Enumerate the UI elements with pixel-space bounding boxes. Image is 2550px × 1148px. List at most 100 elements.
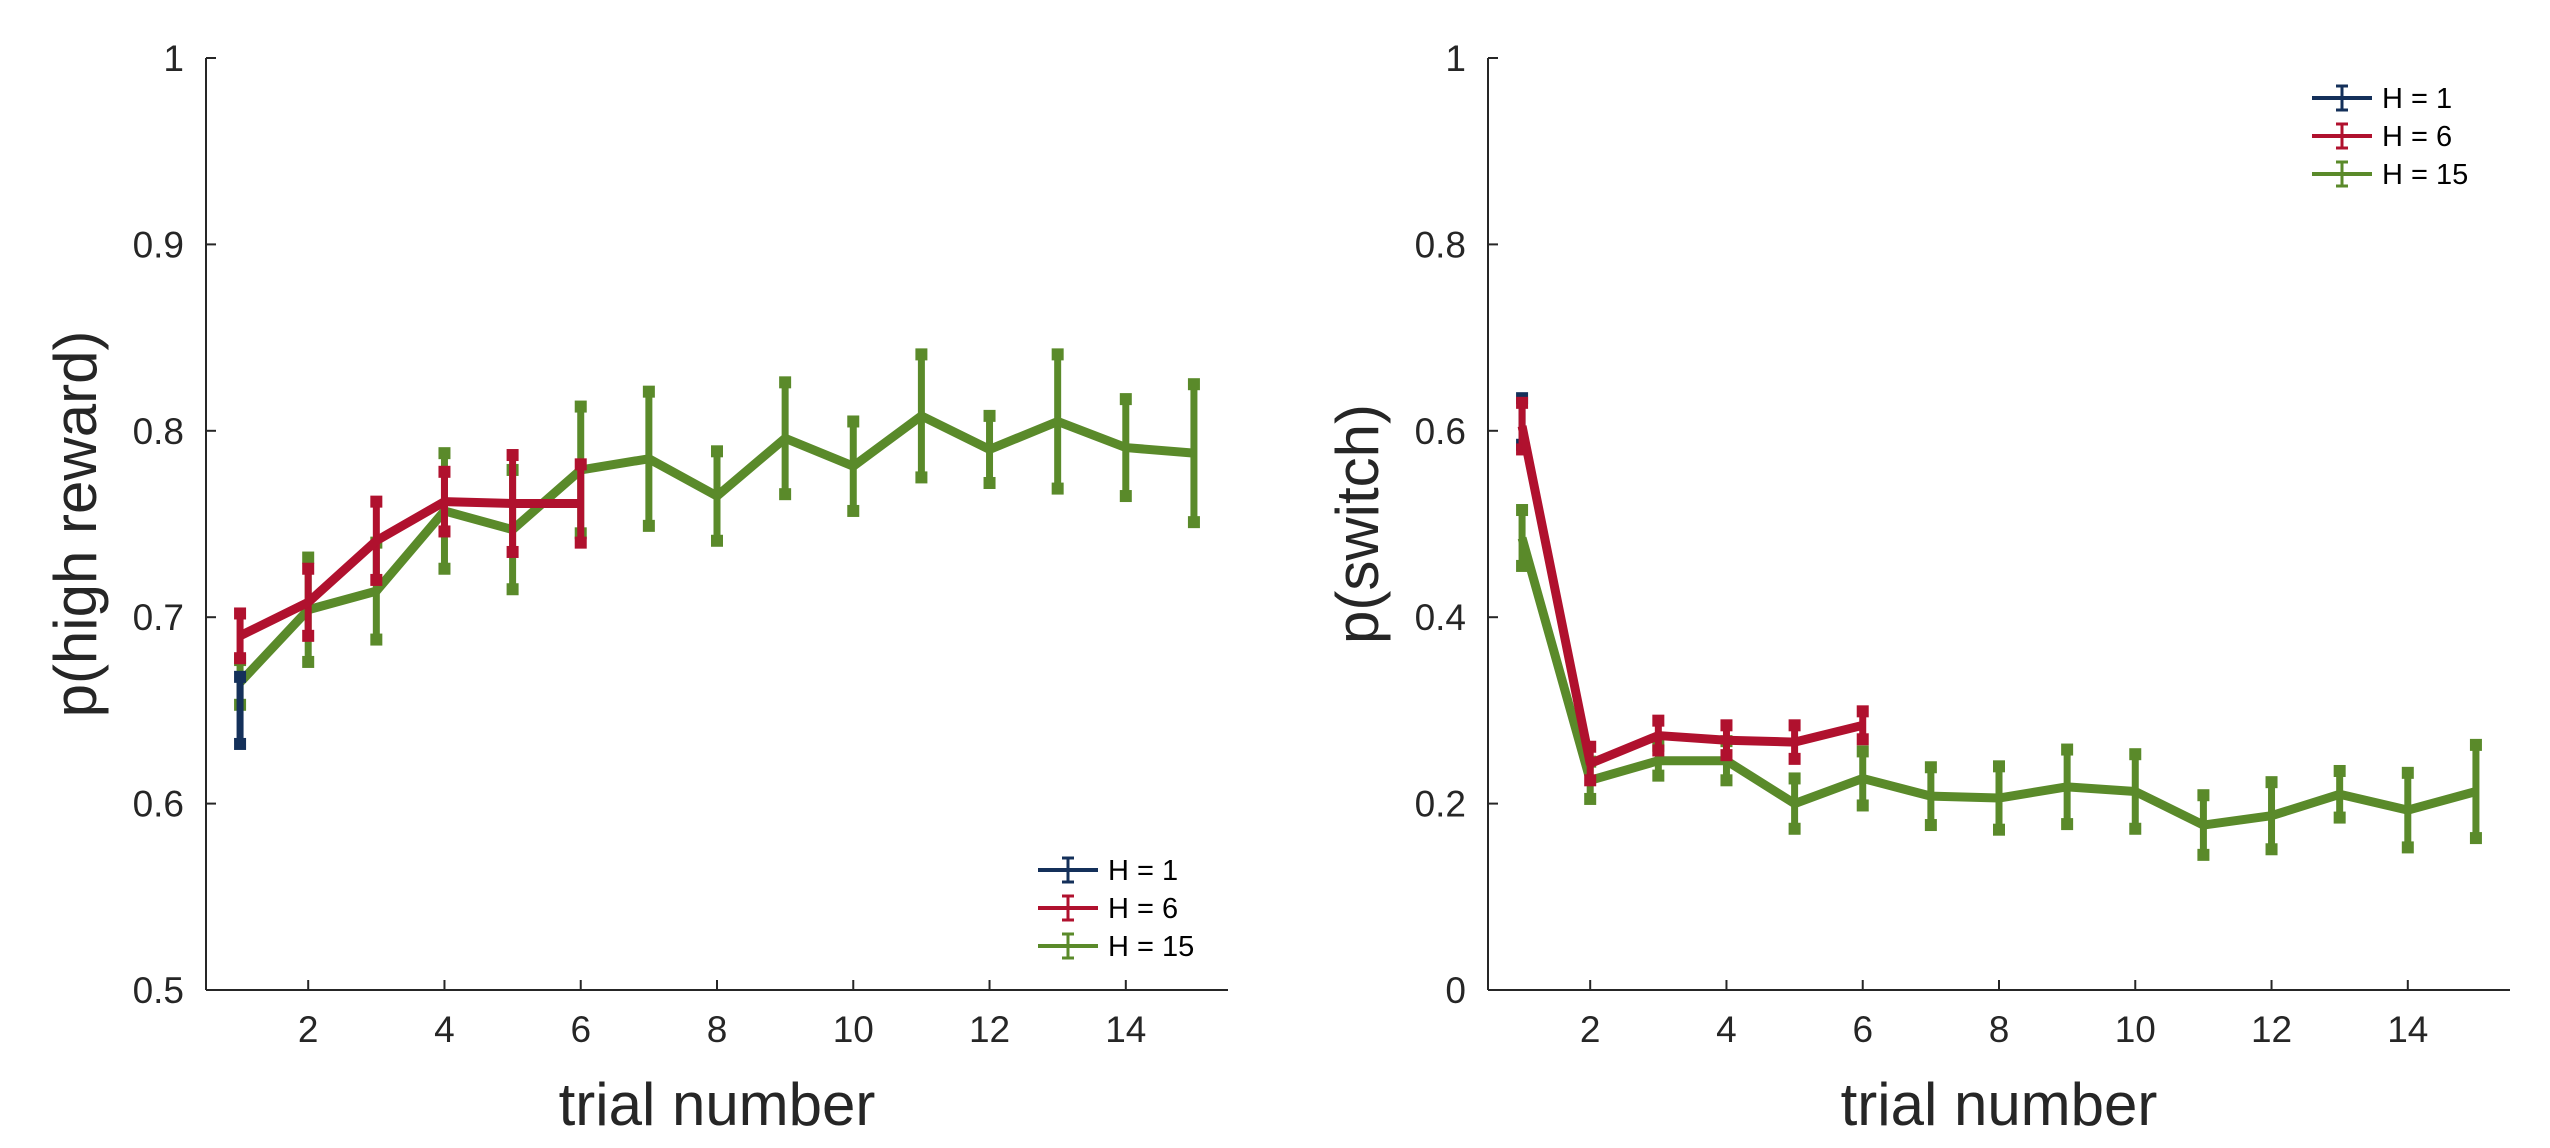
error-bar-cap-bottom (1584, 792, 1597, 805)
error-bar-cap-bottom (1856, 733, 1869, 746)
x-tick-label: 6 (1852, 1009, 1873, 1050)
error-bar-cap-top (2401, 766, 2414, 779)
error-bar-cap-bottom (2333, 811, 2346, 824)
legend-label: H = 1 (1108, 855, 1178, 887)
series-line (1517, 536, 2478, 830)
x-tick-label: 4 (434, 1009, 455, 1050)
y-axis-title: p(switch) (1324, 404, 1391, 644)
error-bar-cap-top (1051, 348, 1064, 361)
error-bar-cap-top (234, 607, 247, 620)
error-bar-cap-top (234, 670, 247, 683)
x-tick-label: 12 (969, 1009, 1010, 1050)
y-tick-label: 0.4 (1415, 597, 1466, 638)
error-bar-cap-bottom (1187, 516, 1200, 529)
error-bar-cap-bottom (2401, 841, 2414, 854)
error-bar-cap-bottom (302, 629, 315, 642)
error-bar-cap-top (642, 385, 655, 398)
error-bar-cap-bottom (370, 633, 383, 646)
error-bar-cap-top (302, 562, 315, 575)
legend-entry: H = 15 (2312, 159, 2468, 191)
series-line (238, 497, 581, 640)
legend-label: H = 6 (1108, 893, 1178, 925)
error-bar-cap-bottom (438, 525, 451, 538)
error-bar-cap-bottom (1788, 822, 1801, 835)
error-bar-cap-bottom (711, 534, 723, 547)
error-bar-cap-top (1652, 714, 1665, 727)
x-tick-label: 2 (298, 1009, 319, 1050)
error-bar-cap-bottom (1652, 744, 1665, 757)
error-bar-cap-top (915, 348, 928, 361)
error-bar-cap-bottom (2469, 832, 2482, 845)
error-bar-cap-bottom (1051, 482, 1064, 495)
error-bar-cap-bottom (2061, 818, 2074, 831)
error-bar-cap-top (1788, 772, 1801, 785)
error-bar-cap-top (2061, 743, 2074, 756)
error-bar-cap-top (983, 409, 996, 422)
error-bar-cap-bottom (506, 545, 519, 558)
y-axis-title: p(high reward) (42, 331, 109, 718)
error-bar-cap-bottom (302, 655, 315, 668)
y-tick-label: 1 (1445, 38, 1466, 79)
x-axis-title: trial number (1841, 1071, 2158, 1138)
series-line (236, 411, 1195, 686)
error-bar-cap-top (1720, 719, 1733, 732)
error-bar-cap-top (1856, 745, 1869, 758)
error-bar-cap-bottom (983, 476, 996, 489)
y-tick-label: 0.2 (1415, 784, 1466, 825)
error-bar-cap-top (370, 495, 383, 508)
error-bar-cap-top (438, 447, 451, 460)
x-tick-label: 14 (1105, 1009, 1146, 1050)
legend-entry: H = 6 (1038, 893, 1178, 925)
legend-label: H = 15 (1108, 931, 1194, 963)
error-bar-cap-top (1856, 705, 1869, 718)
error-bar-cap-bottom (1924, 819, 1937, 832)
error-bar-cap-bottom (506, 583, 519, 596)
error-bar-cap-bottom (2129, 822, 2142, 835)
error-bar-cap-bottom (2197, 848, 2210, 861)
y-tick-label: 1 (163, 38, 184, 79)
error-bar-cap-bottom (1119, 490, 1132, 503)
error-bar-cap-bottom (1720, 749, 1733, 762)
error-bar-cap-top (779, 376, 792, 389)
error-bar-cap-bottom (1993, 823, 2005, 836)
legend-label: H = 15 (2382, 159, 2468, 191)
error-bar-cap-top (1924, 761, 1937, 774)
error-bar-cap-top (1119, 393, 1132, 406)
y-tick-label: 0.6 (1415, 411, 1466, 452)
legend-entry: H = 6 (2312, 121, 2452, 153)
error-bar-cap-top (438, 465, 451, 478)
error-bar-cap-top (1187, 378, 1200, 391)
series-h-6 (234, 449, 587, 665)
error-bar-cap-bottom (370, 573, 383, 586)
error-bar-cap-bottom (2265, 843, 2278, 856)
x-tick-label: 10 (833, 1009, 874, 1050)
error-bar-cap-bottom (1856, 799, 1869, 812)
error-bar-cap-top (2265, 776, 2278, 789)
x-tick-label: 8 (1989, 1009, 2010, 1050)
y-tick-label: 0.9 (133, 224, 184, 265)
error-bar-cap-top (2129, 748, 2142, 761)
x-tick-label: 4 (1716, 1009, 1737, 1050)
series-h-6 (1516, 396, 1869, 787)
error-bar-cap-top (506, 449, 519, 462)
x-tick-label: 8 (707, 1009, 728, 1050)
error-bar-cap-top (1516, 504, 1529, 517)
y-tick-label: 0.7 (133, 597, 184, 638)
legend-label: H = 6 (2382, 121, 2452, 153)
error-bar-cap-bottom (642, 519, 655, 532)
legend: H = 1 H = 6 H = 15 (1038, 855, 1194, 963)
x-tick-label: 6 (570, 1009, 591, 1050)
series-h-15 (1516, 504, 2482, 861)
error-bar-cap-top (847, 415, 860, 428)
series-line (1517, 425, 1864, 769)
y-tick-label: 0.6 (133, 784, 184, 825)
error-bar-cap-top (1788, 719, 1801, 732)
legend-entry: H = 15 (1038, 931, 1194, 963)
series-h-1 (234, 670, 247, 750)
error-bar-cap-top (302, 551, 315, 564)
x-tick-label: 10 (2115, 1009, 2156, 1050)
error-bar-cap-bottom (438, 562, 451, 575)
